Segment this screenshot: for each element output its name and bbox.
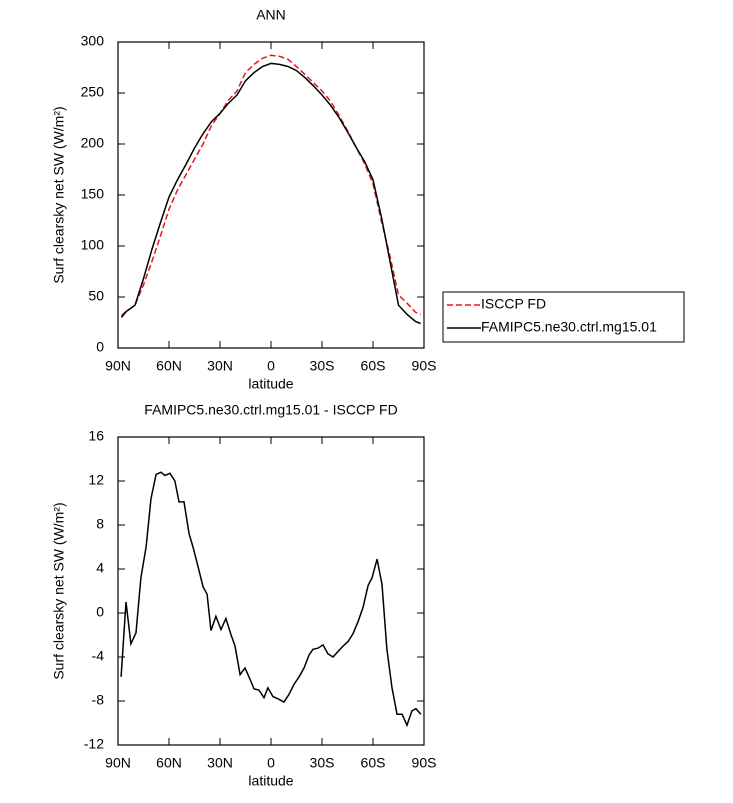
y-tick-label: 8 bbox=[96, 516, 104, 532]
y-tick-label: 16 bbox=[88, 428, 104, 444]
y-tick-label: 50 bbox=[88, 288, 104, 304]
y-tick-label: -12 bbox=[84, 736, 104, 752]
y-axis-label: Surf clearsky net SW (W/m²) bbox=[51, 502, 67, 679]
x-axis-label: latitude bbox=[248, 376, 293, 392]
plot-frame bbox=[117, 436, 425, 746]
y-tick-label: 250 bbox=[81, 84, 105, 100]
x-tick-label: 60N bbox=[156, 358, 182, 374]
legend-label: ISCCP FD bbox=[481, 296, 546, 312]
y-tick-label: 0 bbox=[96, 604, 104, 620]
x-tick-label: 60S bbox=[361, 755, 386, 771]
x-tick-label: 90S bbox=[412, 358, 437, 374]
y-tick-label: -8 bbox=[92, 692, 105, 708]
y-tick-label: 12 bbox=[88, 472, 104, 488]
x-tick-label: 30S bbox=[310, 755, 335, 771]
x-tick-label: 30S bbox=[310, 358, 335, 374]
data-line bbox=[120, 62, 421, 325]
y-tick-label: -4 bbox=[92, 648, 105, 664]
x-tick-label: 90N bbox=[105, 358, 131, 374]
legend-box bbox=[442, 291, 685, 343]
data-line bbox=[120, 54, 421, 316]
y-tick-label: 4 bbox=[96, 560, 104, 576]
x-tick-label: 30N bbox=[207, 358, 233, 374]
x-tick-label: 60N bbox=[156, 755, 182, 771]
y-tick-label: 300 bbox=[81, 33, 105, 49]
x-tick-label: 90S bbox=[412, 755, 437, 771]
x-tick-label: 0 bbox=[267, 755, 275, 771]
x-axis-label: latitude bbox=[248, 773, 293, 789]
plot-frame bbox=[117, 41, 425, 349]
chart-title: FAMIPC5.ne30.ctrl.mg15.01 - ISCCP FD bbox=[144, 402, 397, 418]
x-tick-label: 60S bbox=[361, 358, 386, 374]
y-axis-label: Surf clearsky net SW (W/m²) bbox=[51, 106, 67, 283]
chart-title: ANN bbox=[256, 7, 286, 23]
y-tick-label: 150 bbox=[81, 186, 105, 202]
data-line bbox=[120, 471, 422, 728]
y-tick-label: 100 bbox=[81, 237, 105, 253]
y-tick-label: 200 bbox=[81, 135, 105, 151]
y-tick-label: 0 bbox=[96, 339, 104, 355]
legend-label: FAMIPC5.ne30.ctrl.mg15.01 bbox=[481, 319, 657, 335]
x-tick-label: 90N bbox=[105, 755, 131, 771]
x-tick-label: 0 bbox=[267, 358, 275, 374]
x-tick-label: 30N bbox=[207, 755, 233, 771]
